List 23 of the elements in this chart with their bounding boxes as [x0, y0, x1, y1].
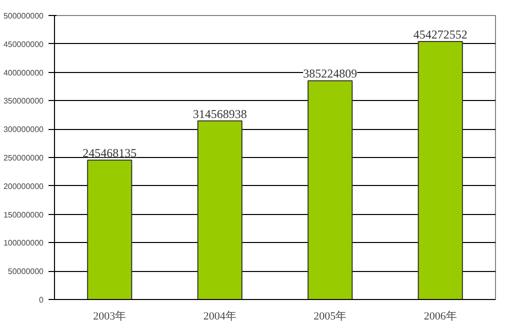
data-label: 385224809	[303, 66, 358, 81]
bar	[197, 120, 242, 300]
y-tick-label: 50000000	[8, 267, 44, 276]
data-label: 314568938	[192, 106, 247, 121]
bar	[418, 40, 463, 300]
y-tick-label: 300000000	[3, 125, 44, 134]
y-tick-label: 500000000	[3, 12, 44, 20]
y-tick-label: 400000000	[3, 68, 44, 78]
y-tick-label: 450000000	[3, 40, 44, 49]
y-tick-label: 0	[39, 296, 44, 304]
y-tick-label: 100000000	[3, 238, 44, 248]
x-tick-label: 2003年	[93, 310, 126, 322]
x-tick-label: 2004年	[203, 310, 236, 322]
x-tick-label: 2006年	[424, 310, 457, 322]
y-tick-label: 150000000	[3, 210, 44, 220]
y-tick-label: 200000000	[3, 182, 44, 191]
x-tick-label: 2005年	[314, 310, 347, 322]
y-tick-label: 350000000	[3, 96, 44, 106]
y-tick-label: 250000000	[3, 154, 44, 162]
bar	[87, 160, 132, 300]
data-label: 245468135	[82, 146, 137, 160]
data-label: 454272552	[413, 27, 468, 42]
bar	[308, 80, 353, 300]
